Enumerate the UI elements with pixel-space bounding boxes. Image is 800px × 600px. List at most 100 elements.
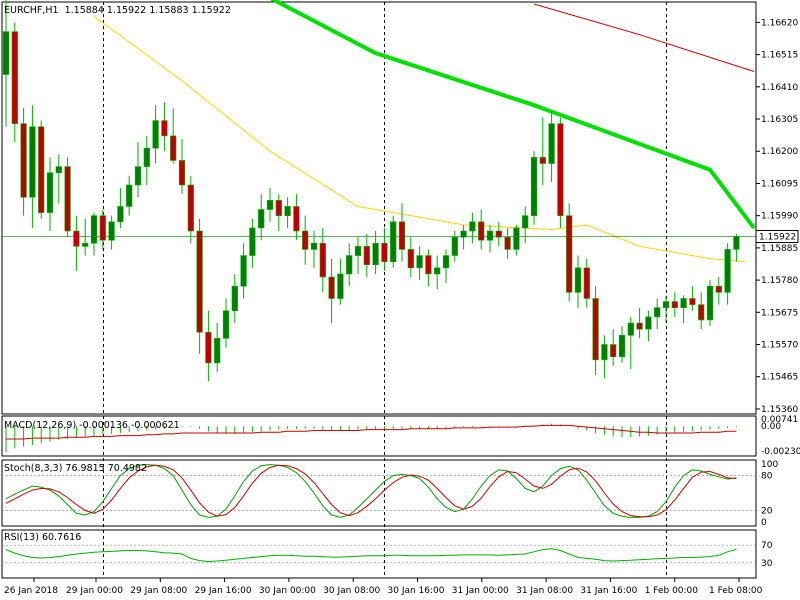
- candle-body-60: [530, 157, 538, 216]
- moving-averages: [2, 0, 756, 263]
- candle-body-11: [99, 215, 106, 241]
- candle-body-30: [266, 200, 274, 210]
- axes: 1.16620 1.16515 1.16410 1.16305 1.16200 1.160…: [4, 18, 799, 596]
- candle-body-75: [662, 301, 670, 308]
- stoch-label: Stoch(8,3,3) 76.9815 70.4982: [4, 463, 148, 474]
- time-tick-label-6: 30 Jan 16:00: [388, 586, 445, 596]
- candle-body-48: [425, 255, 432, 275]
- price-tick-label-1: 1.16515: [761, 51, 798, 61]
- candle-body-32: [284, 206, 291, 216]
- ohlc-close: 1.15922: [191, 5, 231, 16]
- stoch-tick-label-0: 100: [761, 460, 778, 470]
- moving-average-2: [93, 15, 746, 263]
- candle-body-74: [654, 307, 661, 318]
- time-tick-label-10: 1 Feb 00:00: [645, 586, 699, 596]
- candle-body-56: [495, 230, 502, 238]
- price-tick-label-2: 1.16410: [761, 83, 798, 93]
- candle-body-8: [73, 230, 80, 247]
- candle-body-36: [319, 242, 326, 278]
- candle-body-3: [29, 126, 36, 198]
- candle-body-61: [539, 157, 546, 164]
- macd-signal-line: [6, 424, 737, 440]
- time-tick-label-2: 29 Jan 08:00: [130, 586, 187, 596]
- rsi-line: [5, 548, 737, 563]
- candle-body-72: [636, 322, 643, 330]
- candle-body-20: [178, 160, 186, 186]
- candle-body-47: [416, 255, 423, 269]
- candle-body-44: [390, 221, 397, 262]
- candle-body-41: [363, 246, 370, 266]
- moving-average-0: [269, 0, 756, 230]
- candle-body-39: [346, 255, 353, 275]
- ohlc-high: 1.15922: [106, 5, 147, 16]
- stoch-tick-label-3: 0: [761, 518, 767, 528]
- stoch-main-line: [5, 464, 737, 518]
- stoch-tick-label-1: 80: [761, 472, 773, 482]
- candle-body-6: [55, 166, 62, 174]
- candle-body-24: [214, 338, 221, 364]
- price-tick-label-12: 1.15360: [761, 405, 798, 415]
- candle-body-10: [90, 215, 98, 244]
- candle-body-26: [231, 285, 238, 312]
- candle-body-58: [513, 227, 520, 250]
- candle-body-50: [442, 255, 450, 269]
- time-tick-label-1: 29 Jan 00:00: [66, 586, 123, 596]
- candle-body-4: [38, 126, 45, 213]
- candle-body-18: [161, 120, 168, 137]
- candle-body-27: [240, 255, 247, 287]
- price-tick-label-10: 1.15570: [761, 341, 798, 351]
- price-tick-label-3: 1.16305: [761, 115, 798, 125]
- price-tick-label-0: 1.16620: [761, 18, 798, 28]
- candle-body-23: [205, 331, 212, 364]
- panel-border-0: [1, 1, 757, 415]
- macd-label: MACD(12,26,9) -0.000136 -0.000621: [4, 420, 180, 431]
- candle-body-14: [126, 184, 133, 207]
- candle-body-15: [134, 166, 142, 186]
- rsi-panel: 70 30: [2, 541, 773, 569]
- candle-body-46: [407, 249, 414, 269]
- symbol-header: EURCHF,H1 1.15884 1.15922 1.15883 1.1592…: [4, 5, 231, 16]
- candle-body-59: [522, 215, 529, 229]
- price-tick-label-9: 1.15675: [761, 308, 798, 318]
- candle-body-55: [486, 230, 494, 241]
- candle-body-35: [310, 242, 318, 250]
- macd-tick-label-2: -0.002305: [761, 447, 800, 457]
- price-tick-label-5: 1.16095: [761, 179, 798, 189]
- candle-body-70: [618, 335, 626, 358]
- panel-border-2: [1, 459, 757, 527]
- candle-body-33: [293, 206, 300, 232]
- candle-body-81: [715, 285, 722, 293]
- time-tick-label-0: 26 Jan 2018: [4, 586, 58, 596]
- period-separators: [103, 2, 667, 578]
- candle-body-34: [302, 230, 309, 250]
- candle-body-17: [152, 120, 159, 149]
- candle-body-71: [627, 322, 634, 336]
- candle-body-13: [117, 206, 124, 223]
- rsi-tick-label-1: 30: [761, 559, 773, 569]
- time-tick-label-9: 31 Jan 16:00: [580, 586, 637, 596]
- candle-body-68: [601, 344, 608, 361]
- macd-tick-label-0: 0.00741: [761, 415, 798, 425]
- candle-body-82: [724, 249, 731, 293]
- rsi-label: RSI(13) 60.7616: [4, 532, 82, 543]
- ohlc-low: 1.15883: [149, 5, 189, 16]
- time-tick-label-4: 30 Jan 00:00: [259, 586, 316, 596]
- macd-tick-label-1: 0.00: [761, 422, 781, 432]
- candle-body-29: [258, 209, 265, 229]
- candle-body-66: [583, 267, 590, 299]
- candle-body-63: [557, 123, 564, 216]
- candle-body-22: [196, 230, 203, 333]
- time-tick-label-3: 29 Jan 16:00: [195, 586, 252, 596]
- candle-body-76: [671, 301, 678, 308]
- candle-body-64: [566, 215, 573, 293]
- price-tick-label-4: 1.16200: [761, 147, 798, 157]
- time-tick-label-5: 30 Jan 08:00: [323, 586, 380, 596]
- moving-average-1: [533, 3, 755, 72]
- candle-body-54: [478, 221, 485, 241]
- candle-body-21: [187, 184, 194, 232]
- symbol-timeframe: EURCHF,H1: [4, 5, 59, 16]
- candle-body-77: [680, 298, 687, 308]
- ohlc-open: 1.15884: [64, 5, 104, 16]
